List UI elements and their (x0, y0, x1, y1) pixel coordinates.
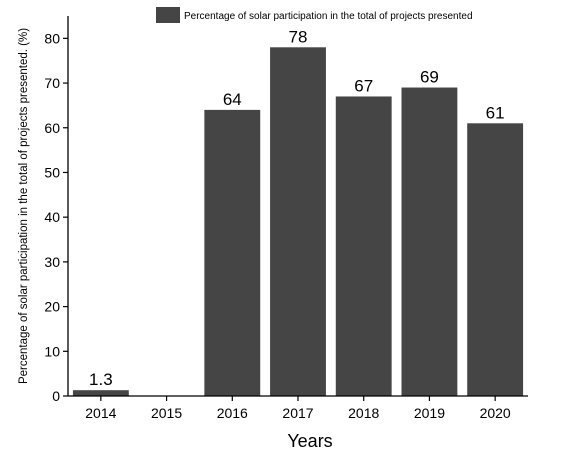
x-tick-label: 2017 (282, 405, 313, 421)
bar-2020 (467, 123, 524, 396)
legend-label: Percentage of solar participation in the… (184, 11, 473, 22)
x-tick-label: 2018 (348, 405, 379, 421)
data-labels: 1.3 64 78 67 69 61 (89, 27, 505, 389)
y-tick-label: 60 (44, 120, 60, 136)
x-tick-label: 2019 (414, 405, 445, 421)
legend-swatch (156, 7, 180, 23)
legend: Percentage of solar participation in the… (156, 7, 473, 23)
y-tick-label: 70 (44, 75, 60, 91)
bar-2014 (72, 390, 129, 396)
x-axis-title: Years (287, 431, 332, 451)
y-axis: 0 10 20 30 40 50 60 70 80 (44, 30, 68, 404)
y-tick-label: 80 (44, 30, 60, 46)
x-tick-label: 2016 (217, 405, 248, 421)
y-tick-label: 50 (44, 164, 60, 180)
y-tick-label: 0 (52, 388, 60, 404)
y-tick-label: 30 (44, 254, 60, 270)
y-axis-title: Percentage of solar participation in the… (18, 28, 30, 384)
bar-2018 (335, 96, 392, 397)
data-label-2017: 78 (289, 27, 308, 46)
data-label-2016: 64 (223, 90, 242, 109)
x-tick-label: 2014 (85, 405, 116, 421)
x-tick-label: 2020 (480, 405, 511, 421)
data-label-2020: 61 (486, 103, 505, 122)
x-tick-label: 2015 (151, 405, 182, 421)
y-tick-label: 40 (44, 209, 60, 225)
data-label-2018: 67 (354, 76, 373, 95)
x-axis: 2014 2015 2016 2017 2018 2019 2020 (85, 396, 511, 421)
y-tick-label: 20 (44, 299, 60, 315)
bars (72, 47, 524, 397)
bar-2017 (270, 47, 326, 396)
y-tick-label: 10 (44, 343, 60, 359)
data-label-2019: 69 (420, 68, 439, 87)
data-label-2014: 1.3 (89, 370, 113, 389)
bar-2016 (204, 109, 261, 396)
bar-2019 (401, 87, 458, 396)
